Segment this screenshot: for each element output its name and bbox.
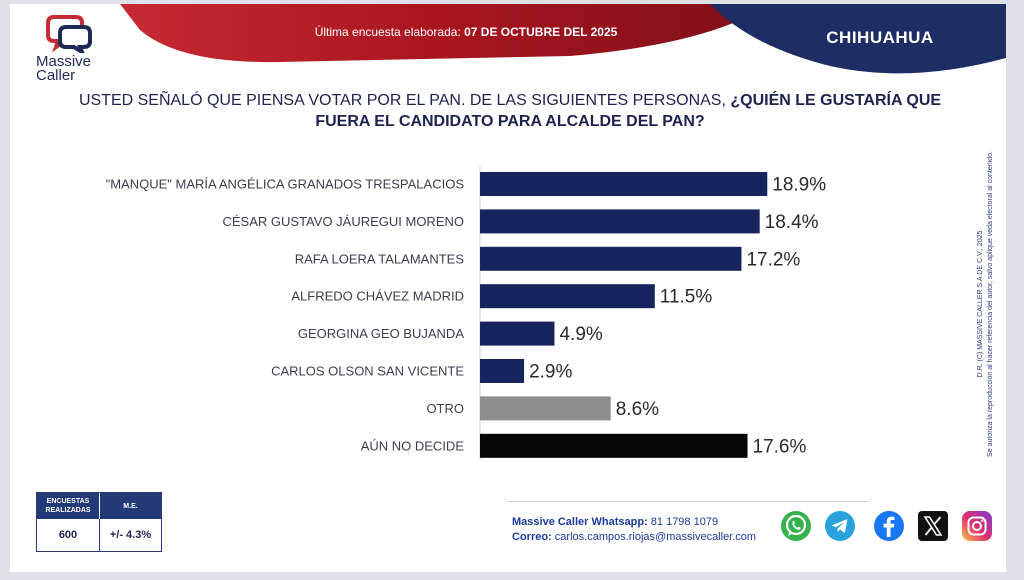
copyright-note: D.R. (C) MASSIVE CALLER S.A DE C.V., 202… xyxy=(976,124,1006,484)
bar xyxy=(480,284,655,309)
whatsapp-contact: Massive Caller Whatsapp: 81 1798 1079 xyxy=(512,516,718,528)
surveys-header-line1: ENCUESTAS xyxy=(46,498,90,505)
bar-value-label: 2.9% xyxy=(529,362,572,383)
header-banner xyxy=(120,4,1006,74)
whatsapp-number: 81 1798 1079 xyxy=(650,516,719,528)
last-survey-date: Última encuesta elaborada: 07 DE OCTUBRE… xyxy=(306,25,626,39)
bar-value-label: 11.5% xyxy=(660,287,713,308)
bar-value-label: 17.2% xyxy=(746,249,800,270)
survey-slide: Massive Caller Última encuesta elaborada… xyxy=(10,4,1006,572)
category-label: OTRO xyxy=(426,401,464,416)
question-intro: USTED SEÑALÓ QUE PIENSA VOTAR POR EL PAN… xyxy=(78,92,731,109)
navy-corner xyxy=(710,4,1006,74)
category-label: GEORGINA GEO BUJANDA xyxy=(298,326,464,341)
facebook-icon[interactable] xyxy=(873,510,905,542)
question-main: ¿QUIÉN LE GUSTARÍA QUE FUERA EL CANDIDAT… xyxy=(315,92,942,130)
category-label: AÚN NO DECIDE xyxy=(361,438,465,453)
bar-value-label: 18.9% xyxy=(772,175,826,196)
bar xyxy=(480,433,748,458)
category-label: CARLOS OLSON SAN VICENTE xyxy=(271,364,464,379)
region-label: CHIHUAHUA xyxy=(826,28,934,47)
copyright-line1: D.R. (C) MASSIVE CALLER S.A DE C.V., 202… xyxy=(977,230,984,378)
bar xyxy=(480,246,742,271)
bar xyxy=(480,172,768,196)
bar-chart: "MANQUE" MARÍA ANGÉLICA GRANADOS TRESPAL… xyxy=(106,166,826,460)
bar xyxy=(480,209,760,234)
margin-error-value: +/- 4.3% xyxy=(109,529,152,541)
subhead-date: 07 DE OCTUBRE DEL 2025 xyxy=(464,25,618,39)
bar xyxy=(480,321,555,346)
contact-divider xyxy=(508,501,868,502)
surveys-header: ENCUESTAS REALIZADAS xyxy=(37,493,100,519)
margin-error-header: M.E. xyxy=(100,493,161,519)
x-icon[interactable] xyxy=(917,510,949,542)
survey-stats-table: ENCUESTAS REALIZADAS M.E. 600 +/- 4.3% xyxy=(36,492,162,552)
whatsapp-label: Massive Caller Whatsapp: xyxy=(512,516,648,528)
email-label: Correo: xyxy=(512,531,552,543)
category-label: CÉSAR GUSTAVO JÁUREGUI MORENO xyxy=(223,214,465,229)
survey-question: USTED SEÑALÓ QUE PIENSA VOTAR POR EL PAN… xyxy=(50,90,970,132)
massive-caller-logo-icon xyxy=(46,15,92,53)
instagram-icon[interactable] xyxy=(961,510,993,542)
surveys-header-line2: REALIZADAS xyxy=(45,507,91,514)
red-swoosh xyxy=(120,4,770,63)
category-label: RAFA LOERA TALAMANTES xyxy=(295,251,465,266)
telegram-icon[interactable] xyxy=(824,510,856,542)
bar xyxy=(480,396,611,421)
email-address[interactable]: carlos.campos.riojas@massivecaller.com xyxy=(554,531,757,543)
bar-value-label: 4.9% xyxy=(559,324,602,345)
category-label: ALFREDO CHÁVEZ MADRID xyxy=(291,289,464,304)
bar-value-label: 8.6% xyxy=(616,399,659,420)
bar xyxy=(480,359,525,383)
category-label: "MANQUE" MARÍA ANGÉLICA GRANADOS TRESPAL… xyxy=(106,177,465,192)
bar-value-label: 18.4% xyxy=(765,212,819,233)
subhead-label: Última encuesta elaborada: xyxy=(314,25,461,39)
bar-value-label: 17.6% xyxy=(753,436,807,457)
whatsapp-icon[interactable] xyxy=(780,510,812,542)
email-contact: Correo: carlos.campos.riojas@massivecall… xyxy=(512,531,756,543)
logo-line2: Caller xyxy=(36,67,76,84)
copyright-line2: Se autoriza la reproducción al hacer ref… xyxy=(987,151,994,457)
logo-line1: Massive xyxy=(36,53,92,70)
surveys-count: 600 xyxy=(37,519,100,551)
